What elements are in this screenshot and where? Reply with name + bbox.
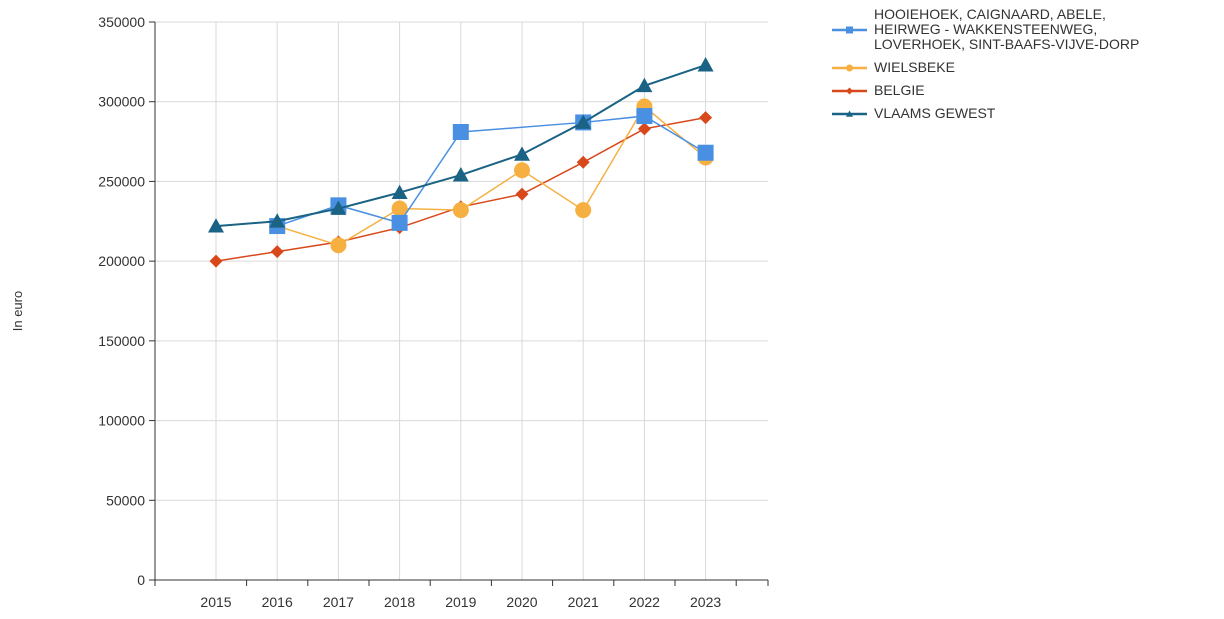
legend-marker bbox=[846, 26, 853, 34]
data-point bbox=[699, 111, 713, 125]
x-tick-label: 2023 bbox=[690, 594, 721, 610]
data-point bbox=[452, 202, 469, 219]
data-point bbox=[452, 167, 469, 182]
x-tick-label: 2019 bbox=[445, 594, 476, 610]
legend: HOOIEHOEK, CAIGNAARD, ABELE,HEIRWEG - WA… bbox=[832, 6, 1139, 121]
data-point bbox=[269, 213, 286, 228]
data-point bbox=[636, 108, 653, 125]
data-point bbox=[637, 122, 651, 136]
legend-label: VLAAMS GEWEST bbox=[874, 105, 996, 121]
legend-item: WIELSBEKE bbox=[832, 59, 955, 75]
y-tick-label: 200000 bbox=[98, 253, 145, 269]
data-point bbox=[330, 237, 347, 254]
data-point bbox=[515, 187, 529, 201]
data-point bbox=[576, 155, 590, 169]
legend-label: HEIRWEG - WAKKENSTEENWEG, bbox=[874, 21, 1097, 37]
legend-marker bbox=[846, 87, 853, 95]
y-axis-title: In euro bbox=[10, 291, 25, 331]
x-tick-label: 2021 bbox=[568, 594, 599, 610]
data-point bbox=[208, 218, 224, 233]
legend-item: HOOIEHOEK, CAIGNAARD, ABELE,HEIRWEG - WA… bbox=[832, 6, 1139, 52]
gridlines bbox=[155, 21, 768, 580]
data-point bbox=[575, 114, 592, 129]
y-tick-label: 250000 bbox=[98, 173, 145, 189]
data-point bbox=[697, 57, 714, 72]
y-tick-label: 350000 bbox=[98, 14, 145, 30]
y-tick-label: 150000 bbox=[98, 333, 145, 349]
y-tick-label: 0 bbox=[137, 572, 145, 588]
legend-label: BELGIE bbox=[874, 82, 925, 98]
x-tick-label: 2015 bbox=[200, 594, 231, 610]
legend-label: LOVERHOEK, SINT-BAAFS-VIJVE-DORP bbox=[874, 36, 1139, 52]
x-tick-label: 2020 bbox=[506, 594, 537, 610]
x-axis-ticks: 2015 2016 2017 2018 2019 2020 2021 2022 2023 bbox=[154, 580, 769, 610]
data-point bbox=[391, 214, 408, 231]
x-tick-label: 2016 bbox=[262, 594, 293, 610]
data-point bbox=[697, 144, 714, 161]
data-point bbox=[270, 245, 284, 259]
series-line bbox=[276, 105, 707, 247]
data-point bbox=[391, 184, 408, 199]
data-point bbox=[391, 200, 408, 217]
legend-item: BELGIE bbox=[832, 82, 925, 98]
data-point bbox=[514, 146, 530, 161]
legend-marker bbox=[846, 110, 853, 117]
y-tick-label: 300000 bbox=[98, 94, 145, 110]
y-axis-ticks: 0 50000 100000 150000 200000 250000 300000 3500… bbox=[98, 14, 155, 588]
legend-label: HOOIEHOEK, CAIGNAARD, ABELE, bbox=[874, 6, 1106, 22]
data-point bbox=[452, 124, 469, 141]
legend-item: VLAAMS GEWEST bbox=[832, 105, 996, 121]
series-wielsbeke bbox=[269, 98, 714, 254]
legend-label: WIELSBEKE bbox=[874, 59, 955, 75]
data-point bbox=[330, 200, 347, 215]
x-tick-label: 2022 bbox=[629, 594, 660, 610]
y-tick-label: 100000 bbox=[98, 413, 145, 429]
x-tick-label: 2018 bbox=[384, 594, 415, 610]
x-tick-label: 2017 bbox=[323, 594, 354, 610]
data-point bbox=[514, 162, 530, 179]
y-tick-label: 50000 bbox=[106, 492, 145, 508]
data-point bbox=[209, 254, 223, 268]
data-point bbox=[575, 202, 592, 219]
series-vlaams bbox=[208, 57, 714, 233]
legend-marker bbox=[846, 64, 853, 72]
data-point bbox=[636, 77, 653, 93]
